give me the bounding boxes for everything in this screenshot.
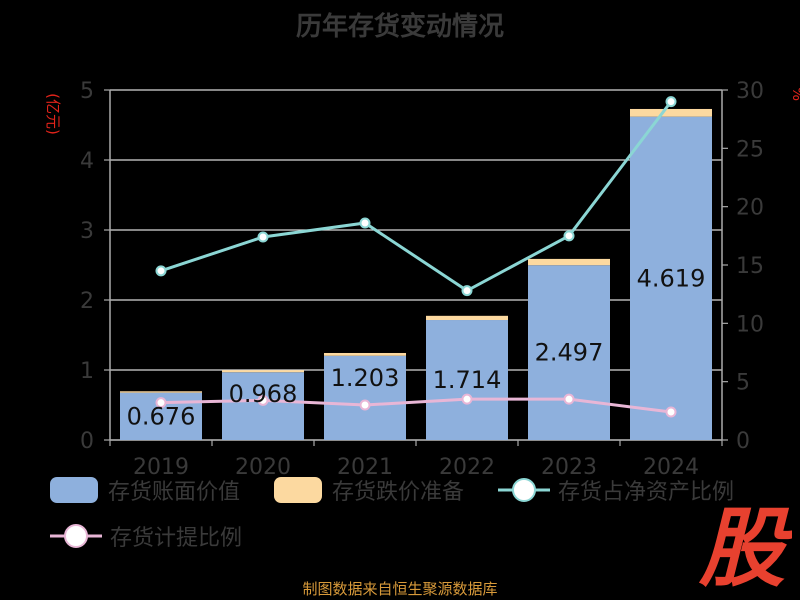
provision-point <box>563 393 575 405</box>
legend-swatch-ratio <box>498 478 550 502</box>
bar-impairment <box>630 108 712 117</box>
bar-data-label: 1.714 <box>433 366 502 394</box>
provision-point <box>665 406 677 418</box>
y-left-tick-label: 5 <box>80 79 94 104</box>
bar-impairment <box>426 315 508 321</box>
svg-text:股: 股 <box>698 500 792 590</box>
y-right-tick-label: 15 <box>736 254 764 279</box>
legend-item-ratio[interactable]: 存货占净资产比例 <box>498 474 734 506</box>
chart-title: 历年存货变动情况 <box>295 12 504 42</box>
ratio-point <box>359 217 371 229</box>
ratio-point <box>665 96 677 108</box>
legend-item-impairment[interactable]: 存货跌价准备 <box>274 474 464 506</box>
y-left-tick-label: 0 <box>80 429 94 454</box>
ratio-point <box>461 285 473 297</box>
bar-impairment <box>222 370 304 373</box>
legend-swatch-book-value <box>50 477 98 503</box>
bar-layer <box>120 108 712 441</box>
bar-data-label: 2.497 <box>535 339 604 367</box>
legend-label-book-value: 存货账面价值 <box>108 480 241 505</box>
y-left-tick-label: 2 <box>80 289 94 314</box>
ratio-point <box>563 230 575 242</box>
bar-data-label: 1.203 <box>331 364 400 392</box>
legend-label-provision: 存货计提比例 <box>110 526 243 551</box>
bar-impairment <box>324 352 406 356</box>
y-right-tick-label: 30 <box>736 79 764 104</box>
provision-line <box>160 397 672 414</box>
legend-label-impairment: 存货跌价准备 <box>332 480 465 505</box>
bar-data-label: 0.968 <box>229 380 298 408</box>
bar-book-value <box>324 355 406 440</box>
bar-data-label: 4.619 <box>637 264 706 292</box>
bar-book-value <box>630 116 712 441</box>
legend-label-ratio: 存货占净资产比例 <box>558 480 735 505</box>
y-left-tick-label: 1 <box>80 359 94 384</box>
y-left-tick-label: 4 <box>80 149 94 174</box>
x-tick-label: 2021 <box>337 455 393 480</box>
legend-swatch-impairment <box>274 477 322 503</box>
y-left-unit: (亿元) <box>44 93 62 135</box>
x-tick-label: 2023 <box>541 455 597 480</box>
ratio-line <box>160 100 673 293</box>
bar-impairment <box>528 258 610 266</box>
bar-book-value <box>528 265 610 440</box>
line-layer <box>155 96 677 418</box>
ratio-point <box>155 265 167 277</box>
source-note: 制图数据来自恒生聚源数据库 <box>302 580 498 598</box>
legend-item-book-value[interactable]: 存货账面价值 <box>50 474 240 506</box>
y-right-tick-label: 25 <box>736 137 764 162</box>
axis-layer: 0 1 2 3 4 5 0 5 10 15 20 25 30 (亿元)% 2019 2020 2021 2022 2… <box>44 79 800 480</box>
label-layer: 0.676 0.968 1.203 1.714 2.497 4.619 <box>127 264 706 430</box>
bar-book-value <box>426 320 508 440</box>
bar-book-value <box>222 372 304 440</box>
x-tick-label: 2024 <box>643 455 699 480</box>
y-left-tick-label: 3 <box>80 219 94 244</box>
provision-point <box>461 393 473 405</box>
legend-item-provision[interactable]: 存货计提比例 <box>50 520 242 552</box>
x-tick-label: 2022 <box>439 455 495 480</box>
bar-data-label: 0.676 <box>127 403 196 431</box>
y-right-tick-label: 0 <box>736 429 750 454</box>
ratio-point <box>257 231 269 243</box>
y-right-tick-label: 5 <box>736 371 750 396</box>
bar-impairment <box>120 391 202 393</box>
provision-point <box>257 394 269 406</box>
x-tick-label: 2020 <box>235 455 291 480</box>
y-right-tick-label: 20 <box>736 196 764 221</box>
watermark-logo: 股 <box>698 500 792 590</box>
legend-swatch-provision <box>50 524 102 548</box>
y-right-unit: % <box>789 87 800 101</box>
x-tick-label: 2019 <box>133 455 189 480</box>
provision-point <box>359 399 371 411</box>
provision-point <box>155 397 167 409</box>
y-right-tick-label: 10 <box>736 312 764 337</box>
